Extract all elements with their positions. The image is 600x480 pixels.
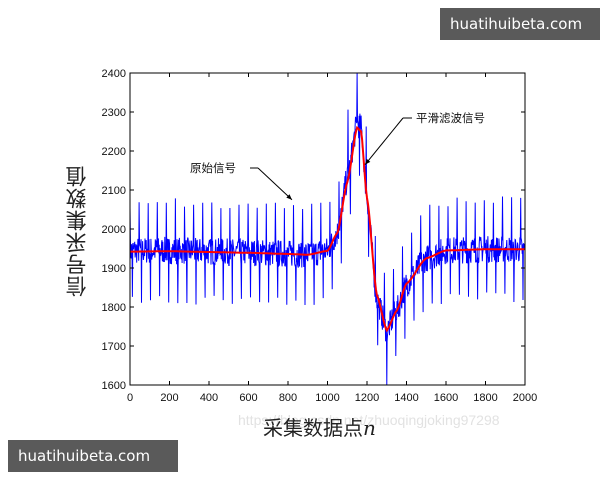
raw-signal-line (129, 72, 526, 386)
x-tick-label: 1000 (315, 392, 339, 404)
x-tick-label: 600 (239, 392, 257, 404)
annotation-arrow-smoothed-head (365, 158, 371, 165)
x-tick-label: 1600 (434, 392, 458, 404)
x-tick-label: 1800 (473, 392, 497, 404)
x-axis-label: 采集数据点n (263, 416, 376, 440)
y-tick-label: 2100 (102, 185, 126, 197)
x-tick-label: 200 (160, 392, 178, 404)
y-axis-label: 信号采集数值 (65, 165, 89, 297)
x-tick-label: 800 (279, 392, 297, 404)
y-tick-label: 1600 (102, 380, 126, 392)
watermark: https://blog.csdn.net/zhuoqingjoking9729… (238, 412, 500, 428)
annotation-smoothed-signal: 平滑滤波信号 (416, 111, 485, 125)
y-tick-label: 1800 (102, 302, 126, 314)
smoothed-signal-line (130, 125, 525, 333)
annotation-arrow-raw (257, 167, 293, 201)
x-tick-label: 2000 (513, 392, 537, 404)
annotation-arrow-smoothed (364, 117, 404, 165)
annotation-raw-signal: 原始信号 (190, 161, 236, 175)
site-badge-top: huatihuibeta.com (440, 8, 600, 40)
site-badge-bottom: huatihuibeta.com (8, 440, 178, 472)
y-tick-label: 2400 (102, 68, 126, 80)
x-tick-label: 400 (200, 392, 218, 404)
axes-background (130, 73, 525, 385)
y-tick-label: 2300 (102, 107, 126, 119)
y-tick-label: 1700 (102, 341, 126, 353)
y-tick-label: 2000 (102, 224, 126, 236)
x-tick-label: 1400 (394, 392, 418, 404)
x-tick-label: 0 (127, 392, 133, 404)
y-tick-label: 1900 (102, 263, 126, 275)
x-tick-label: 1200 (355, 392, 379, 404)
y-tick-label: 2200 (102, 146, 126, 158)
annotation-arrow-raw-head (286, 194, 292, 200)
